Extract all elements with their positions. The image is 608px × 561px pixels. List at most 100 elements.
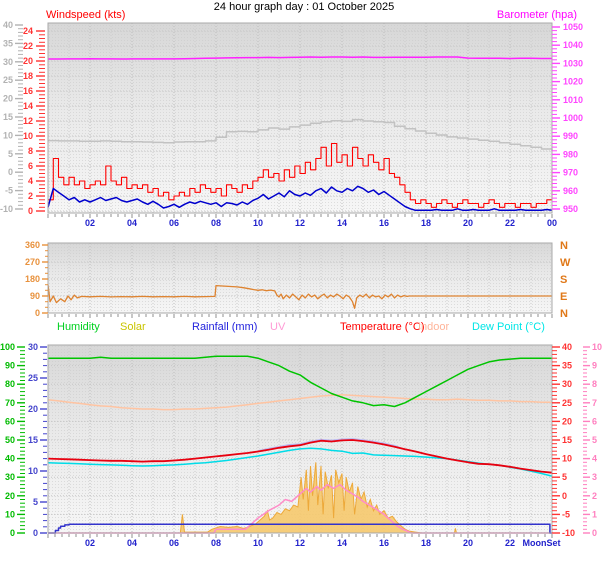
svg-text:24: 24: [23, 26, 33, 36]
svg-text:10: 10: [5, 509, 15, 519]
svg-text:1010: 1010: [563, 95, 583, 105]
svg-text:25: 25: [3, 75, 13, 85]
svg-text:5: 5: [562, 472, 567, 482]
legend-humidity: Humidity: [57, 321, 100, 333]
svg-text:5: 5: [8, 149, 13, 159]
svg-text:08: 08: [211, 538, 221, 548]
svg-text:15: 15: [562, 435, 572, 445]
svg-text:50: 50: [5, 435, 15, 445]
svg-text:80: 80: [5, 379, 15, 389]
series-uv: [48, 483, 552, 534]
svg-text:1040: 1040: [563, 40, 583, 50]
svg-text:30: 30: [5, 472, 15, 482]
svg-text:30: 30: [562, 379, 572, 389]
svg-text:12: 12: [295, 218, 305, 228]
svg-text:180: 180: [25, 274, 40, 284]
svg-text:30: 30: [28, 342, 38, 352]
legend-row-bottom: Humidity Solar Rainfall (mm) UV Temperat…: [0, 321, 608, 335]
svg-text:2: 2: [592, 491, 597, 501]
svg-text:12: 12: [295, 538, 305, 548]
svg-text:10: 10: [28, 466, 38, 476]
svg-text:4: 4: [592, 454, 597, 464]
svg-text:10: 10: [562, 454, 572, 464]
series-indoor-temperature: [47, 393, 552, 411]
svg-text:0: 0: [592, 528, 597, 538]
legend-barometer: Barometer (hpa): [496, 9, 577, 21]
svg-text:14: 14: [337, 538, 347, 548]
svg-text:20: 20: [463, 538, 473, 548]
svg-text:0: 0: [10, 528, 15, 538]
svg-text:06: 06: [169, 218, 179, 228]
svg-text:W: W: [560, 257, 571, 269]
svg-text:25: 25: [562, 398, 572, 408]
y-axis-baro: 1050 1040 1030 1020 1010 1000 990 980 970 960 950: [552, 22, 583, 214]
svg-text:20: 20: [562, 416, 572, 426]
series-temperature-trend: [48, 118, 553, 151]
svg-text:22: 22: [505, 218, 515, 228]
svg-text:5: 5: [592, 435, 597, 445]
legend-windspeed: Windspeed (kts): [46, 9, 126, 21]
svg-text:10: 10: [592, 342, 602, 352]
svg-text:0: 0: [562, 491, 567, 501]
svg-text:E: E: [560, 291, 567, 303]
series-wind-average: [47, 185, 553, 212]
svg-text:980: 980: [563, 149, 578, 159]
svg-text:0: 0: [33, 528, 38, 538]
svg-text:02: 02: [85, 218, 95, 228]
y-axis-rain: 30 25 20 15 10 5 0: [28, 342, 47, 538]
svg-text:10: 10: [253, 538, 263, 548]
panel-temperature_humidity_solar_rain: 1009080706050403020100302520151050403530…: [0, 342, 602, 548]
svg-text:N: N: [560, 308, 568, 320]
legend-rainfall: Rainfall (mm): [192, 321, 258, 333]
svg-text:22: 22: [505, 538, 515, 548]
svg-text:20: 20: [3, 94, 13, 104]
svg-text:04: 04: [127, 218, 137, 228]
svg-text:40: 40: [562, 342, 572, 352]
svg-text:S: S: [560, 274, 567, 286]
svg-text:0: 0: [35, 308, 40, 318]
svg-text:0: 0: [8, 167, 13, 177]
svg-text:-5: -5: [5, 186, 13, 196]
svg-text:20: 20: [28, 404, 38, 414]
series-solar: [48, 462, 552, 534]
y-axis-temp: 40 35 30 25 20 15 10 5 0 -5 -10: [552, 342, 575, 538]
svg-text:270: 270: [25, 257, 40, 267]
series-temperature: [47, 439, 553, 474]
series-apparent-temperature: [257, 438, 406, 452]
svg-text:02: 02: [85, 538, 95, 548]
svg-text:8: 8: [592, 379, 597, 389]
svg-text:15: 15: [3, 112, 13, 122]
svg-text:-10: -10: [562, 528, 575, 538]
series-barometer: [48, 56, 552, 60]
svg-text:18: 18: [421, 218, 431, 228]
svg-text:0: 0: [28, 206, 33, 216]
svg-text:70: 70: [5, 398, 15, 408]
svg-text:100: 100: [0, 342, 15, 352]
svg-text:40: 40: [3, 20, 13, 30]
series-wind-gust: [48, 142, 553, 208]
svg-text:40: 40: [5, 454, 15, 464]
svg-text:9: 9: [592, 361, 597, 371]
svg-text:90: 90: [5, 361, 15, 371]
svg-text:10: 10: [253, 218, 263, 228]
svg-text:14: 14: [23, 101, 33, 111]
svg-text:00: 00: [547, 218, 557, 228]
x-axis: [47, 314, 553, 318]
svg-text:N: N: [560, 240, 568, 252]
svg-text:14: 14: [337, 218, 347, 228]
svg-text:-5: -5: [562, 509, 570, 519]
panel-wind_and_barometer: 4035302520151050-5-102422201816141210864…: [0, 20, 583, 228]
series-humidity: [48, 355, 552, 408]
svg-text:20: 20: [23, 56, 33, 66]
svg-text:20: 20: [463, 218, 473, 228]
x-axis: 02 04 06 08 10 12 14 16 18 20 22 00: [47, 214, 557, 228]
svg-text:990: 990: [563, 131, 578, 141]
svg-text:8: 8: [28, 146, 33, 156]
